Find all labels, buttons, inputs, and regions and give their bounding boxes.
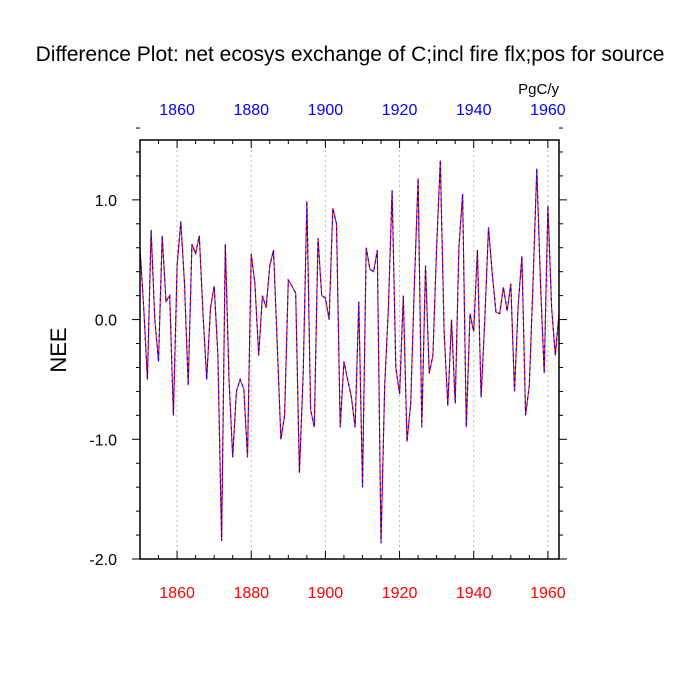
axes-layer: [139, 139, 560, 560]
series-layer: [139, 160, 560, 544]
ticks-layer: [132, 127, 567, 560]
x-tick-label-bottom: 1940: [456, 585, 492, 602]
series-line-red: [139, 160, 560, 544]
x-tick-label-bottom: 1920: [382, 585, 418, 602]
x-tick-label-bottom: 1900: [308, 585, 344, 602]
y-tick-label: 1.0: [95, 193, 117, 210]
x-tick-label-bottom: 1880: [233, 585, 269, 602]
y-tick-label: -1.0: [89, 432, 117, 449]
x-tick-label-top: 1960: [530, 102, 566, 119]
x-tick-label-top: 1860: [159, 102, 195, 119]
y-tick-label: -2.0: [89, 552, 117, 569]
x-tick-label-top: 1880: [233, 102, 269, 119]
y-axis-label: NEE: [46, 327, 71, 372]
units-label: PgC/y: [518, 81, 559, 98]
x-tick-label-top: 1900: [308, 102, 344, 119]
series-line-blue: [139, 160, 560, 544]
x-tick-label-bottom: 1860: [159, 585, 195, 602]
x-tick-label-top: 1940: [456, 102, 492, 119]
grid-layer: [176, 140, 549, 559]
x-tick-label-top: 1920: [382, 102, 418, 119]
y-tick-label: 0.0: [95, 313, 117, 330]
labels-layer: 1860 1860 1880 1880 1900 1900 1920 1920 1940 1940…: [89, 102, 565, 602]
plot-frame: [139, 139, 560, 560]
chart-title: Difference Plot: net ecosys exchange of …: [36, 43, 665, 66]
x-tick-label-bottom: 1960: [530, 585, 566, 602]
